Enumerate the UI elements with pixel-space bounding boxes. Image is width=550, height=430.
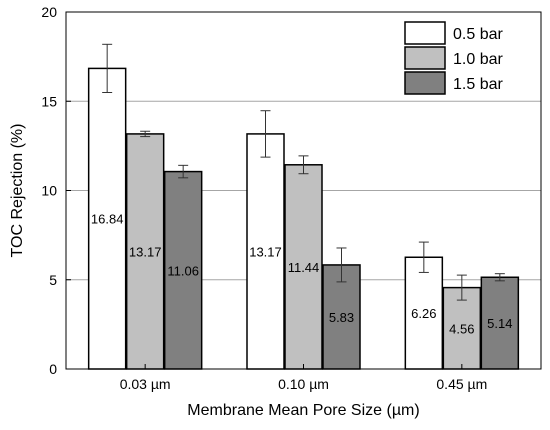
y-tick-label: 5: [49, 272, 57, 288]
data-label: 16.84: [91, 212, 124, 227]
data-label: 13.17: [249, 244, 282, 259]
legend-swatch: [404, 71, 446, 95]
y-tick-label: 20: [41, 4, 57, 20]
legend-label: 0.5 bar: [453, 26, 503, 43]
data-labels: 16.84 13.17 11.06 13.17 11.44 5.83 6.26 4.56 5.1…: [91, 212, 513, 337]
data-label: 13.17: [129, 244, 162, 259]
data-label: 11.06: [167, 263, 199, 278]
legend-swatch: [404, 46, 446, 70]
x-axis-ticks: 0.03 µm 0.10 µm 0.45 µm: [120, 364, 487, 392]
bar: [480, 276, 520, 370]
x-axis-label: Membrane Mean Pore Size (µm): [187, 402, 419, 419]
bar: [163, 170, 203, 370]
y-tick-label: 0: [49, 361, 57, 377]
legend-label: 1.0 bar: [453, 51, 503, 68]
y-axis-ticks: 0 5 10 15 20: [41, 4, 71, 377]
bar: [442, 286, 482, 370]
legend-swatch: [404, 21, 446, 45]
bar: [87, 67, 127, 370]
data-label: 5.14: [487, 316, 512, 331]
data-label: 4.56: [449, 321, 474, 336]
data-label: 11.44: [288, 260, 320, 275]
x-tick-label: 0.03 µm: [120, 376, 171, 392]
x-tick-label: 0.45 µm: [436, 376, 487, 392]
y-tick-label: 15: [41, 93, 57, 109]
bar: [404, 256, 444, 370]
data-label: 6.26: [411, 306, 436, 321]
legend: 0.5 bar 1.0 bar 1.5 bar: [404, 21, 503, 95]
data-label: 5.83: [329, 310, 354, 325]
legend-label: 1.5 bar: [453, 76, 503, 93]
x-tick-label: 0.10 µm: [278, 376, 329, 392]
y-axis-label: TOC Rejection (%): [9, 124, 26, 258]
error-bars: [102, 43, 505, 301]
bars: [87, 67, 520, 370]
y-tick-label: 10: [41, 183, 57, 199]
